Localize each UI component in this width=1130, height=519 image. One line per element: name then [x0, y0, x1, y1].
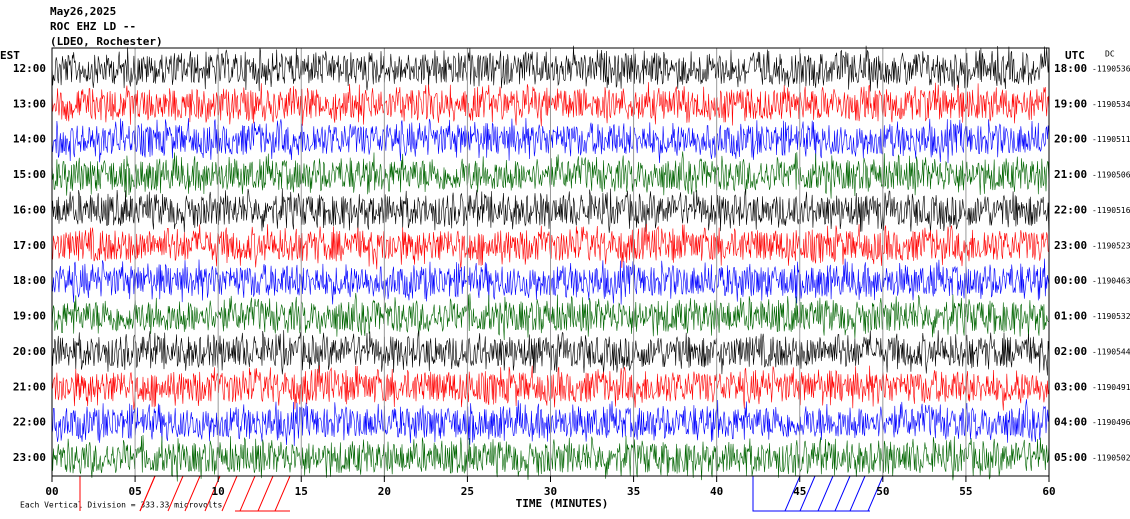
dc-value: -1190491: [1092, 383, 1130, 392]
utc-label: 20:00: [1054, 133, 1087, 146]
utc-label: 02:00: [1054, 345, 1087, 358]
dc-value: -1190534: [1092, 100, 1130, 109]
x-tick-label: 60: [1042, 485, 1055, 498]
est-label: 18:00: [13, 274, 46, 287]
x-tick-label: 40: [710, 485, 723, 498]
utc-label: 04:00: [1054, 416, 1087, 429]
utc-label: 21:00: [1054, 168, 1087, 181]
x-tick-label: 25: [461, 485, 474, 498]
est-label: 15:00: [13, 168, 46, 181]
x-tick-label: 05: [128, 485, 141, 498]
utc-label: 22:00: [1054, 203, 1087, 216]
est-label: 17:00: [13, 239, 46, 252]
utc-label: 19:00: [1054, 97, 1087, 110]
x-tick-label: 35: [627, 485, 640, 498]
x-tick-label: 20: [378, 485, 391, 498]
est-label: 20:00: [13, 345, 46, 358]
dc-value: -1190506: [1092, 171, 1130, 180]
dc-value: -1190532: [1092, 312, 1130, 321]
est-label: 23:00: [13, 451, 46, 464]
utc-label: 18:00: [1054, 62, 1087, 75]
x-tick-label: 30: [544, 485, 557, 498]
dc-value: -1190536: [1092, 65, 1130, 74]
dc-value: -1190502: [1092, 454, 1130, 463]
est-label: 16:00: [13, 203, 46, 216]
x-tick-label: 50: [876, 485, 889, 498]
utc-label: 23:00: [1054, 239, 1087, 252]
est-label: 14:00: [13, 133, 46, 146]
utc-label: 05:00: [1054, 451, 1087, 464]
dc-value: -1190511: [1092, 135, 1130, 144]
utc-label: 03:00: [1054, 380, 1087, 393]
plot-frame: [51, 47, 1050, 477]
dc-value: -1190516: [1092, 206, 1130, 215]
date: May26,2025: [50, 5, 116, 18]
event-markers: [79, 475, 884, 512]
x-axis-title: TIME (MINUTES): [516, 497, 609, 510]
est-label: 22:00: [13, 416, 46, 429]
dc-label: DC: [1105, 50, 1115, 59]
est-label: 21:00: [13, 380, 46, 393]
est-label: 13:00: [13, 97, 46, 110]
utc-label: 00:00: [1054, 274, 1087, 287]
dc-value: -1190463: [1092, 277, 1130, 286]
dc-value: -1190544: [1092, 347, 1130, 356]
right-axis-title: UTC: [1065, 49, 1085, 62]
x-tick-label: 55: [959, 485, 972, 498]
x-tick-label: 45: [793, 485, 806, 498]
x-tick-label: 10: [212, 485, 225, 498]
dc-value: -1190523: [1092, 241, 1130, 250]
x-tick-label: 00: [45, 485, 58, 498]
est-label: 19:00: [13, 310, 46, 323]
station: ROC EHZ LD --: [50, 20, 136, 33]
scale-note: Each Vertical Division = 333.33 microvol…: [20, 501, 222, 510]
est-label: 12:00: [13, 62, 46, 75]
location: (LDEO, Rochester): [50, 35, 163, 48]
x-tick-label: 15: [295, 485, 308, 498]
left-axis-title: EST: [0, 49, 20, 62]
dc-value: -1190496: [1092, 418, 1130, 427]
utc-label: 01:00: [1054, 310, 1087, 323]
